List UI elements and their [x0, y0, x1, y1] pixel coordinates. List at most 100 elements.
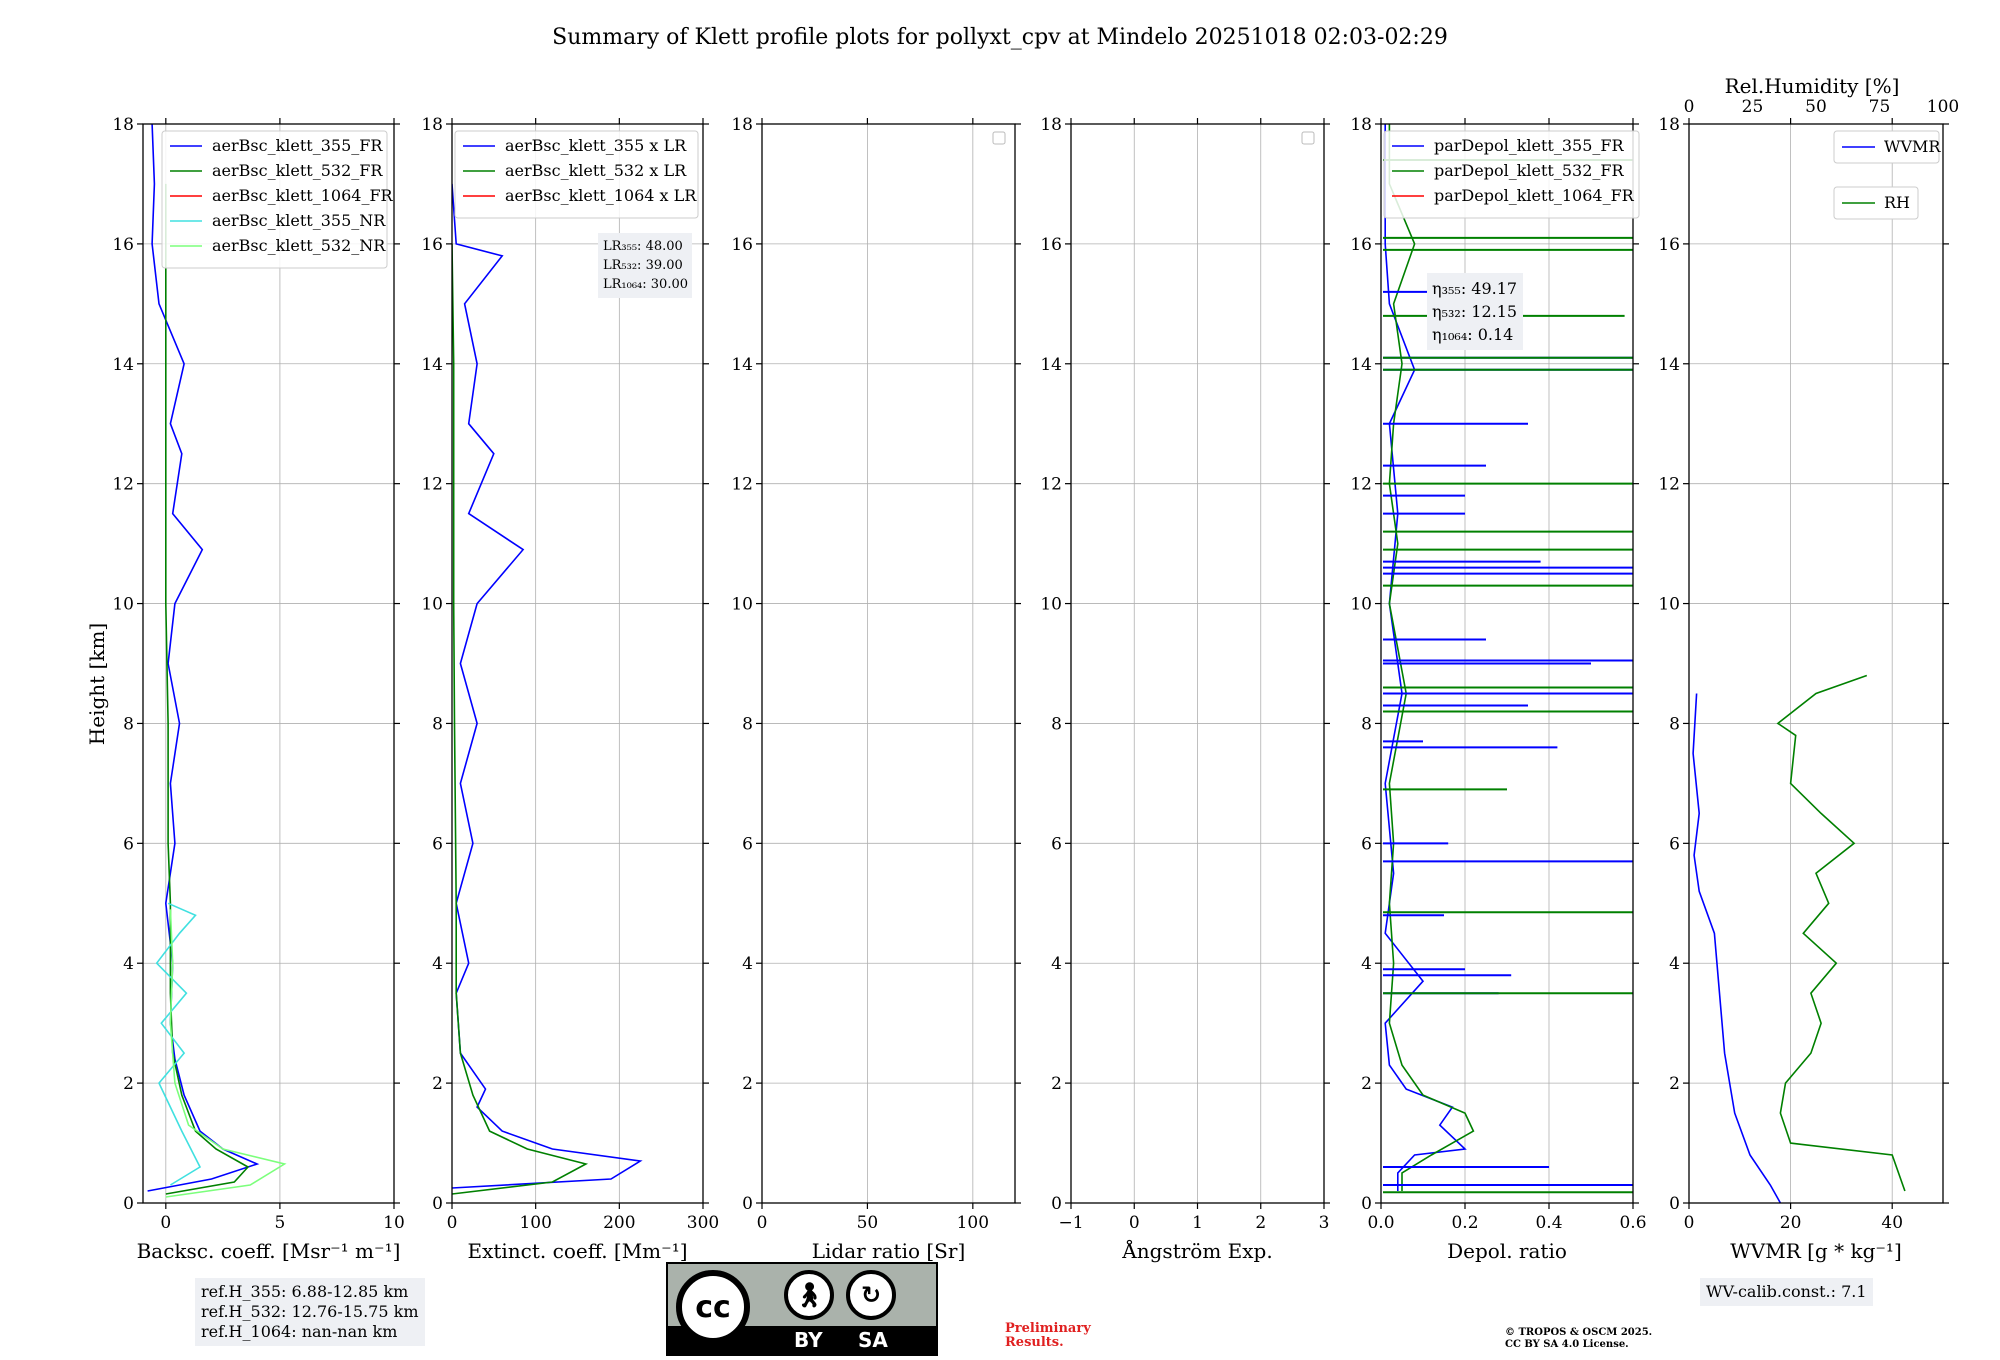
x-axis-label: Ångström Exp. [1121, 1238, 1272, 1263]
y-tick-label: 0 [1361, 1194, 1372, 1214]
y-tick-label: 16 [1350, 235, 1372, 255]
x-tick-label: 0 [1684, 1213, 1695, 1233]
axes-frame [1070, 123, 1325, 1204]
empty-legend-box [992, 131, 1006, 145]
y-tick-label: 14 [421, 355, 443, 375]
y-tick-label: 12 [1040, 475, 1062, 495]
y-tick-label: 8 [123, 714, 134, 734]
annotation-text: η₁₀₆₄: 0.14 [1432, 325, 1513, 344]
cc-license-badge: cc 🚶︎ ↻ BY SA [666, 1262, 938, 1356]
rh-top-axis-label: Rel.Humidity [%] [1725, 74, 1900, 98]
y-tick-label: 4 [1669, 954, 1680, 974]
by-person-icon: 🚶︎ [784, 1270, 834, 1320]
x-tick-label: 200 [603, 1213, 635, 1233]
y-tick-label: 10 [1040, 595, 1062, 615]
y-tick-label: 10 [1350, 595, 1372, 615]
legend-label: aerBsc_klett_532_NR [212, 236, 386, 255]
y-tick-label: 18 [1658, 115, 1680, 135]
copyright-line-2: CC BY SA 4.0 License. [1505, 1339, 1629, 1350]
axes-frame [451, 123, 704, 1204]
x-tick-label: 0 [160, 1213, 171, 1233]
series-line-WVMR [1692, 693, 1782, 1203]
y-tick-label: 8 [1361, 714, 1372, 734]
legend-label: aerBsc_klett_355_NR [212, 211, 386, 230]
series-line-aerBsc_klett_532 x LR [452, 243, 589, 1195]
wv-calib-const: WV-calib.const.: 7.1 [1706, 1282, 1867, 1301]
y-tick-label: 16 [112, 235, 134, 255]
y-tick-label: 6 [123, 834, 134, 854]
annotation-text: LR₁₀₆₄: 30.00 [603, 277, 688, 292]
annotation-text: η₃₅₅: 49.17 [1432, 279, 1517, 298]
y-tick-label: 10 [731, 595, 753, 615]
y-axis-label: Height [km] [85, 623, 109, 745]
annotation-box [1427, 273, 1523, 350]
preliminary-line-1: Preliminary [1005, 1321, 1091, 1336]
x-tick-label: 40 [1881, 1213, 1903, 1233]
y-tick-label: 10 [421, 595, 443, 615]
y-tick-label: 16 [421, 235, 443, 255]
y-tick-label: 14 [112, 355, 134, 375]
legend-box [161, 130, 388, 269]
copyright-line-1: © TROPOS & OSCM 2025. [1505, 1327, 1653, 1338]
y-tick-label: 0 [1669, 1194, 1680, 1214]
figure-title: Summary of Klett profile plots for polly… [552, 25, 1448, 50]
sa-share-icon: ↻ [846, 1270, 896, 1320]
series-line-aerBsc_klett_355_FR [147, 124, 260, 1192]
y-tick-label: 14 [1350, 355, 1372, 375]
x-tick-label: 100 [519, 1213, 551, 1233]
y-tick-label: 0 [742, 1194, 753, 1214]
x-tick-label: 0.2 [1451, 1213, 1478, 1233]
legend-box [1383, 130, 1640, 219]
y-tick-label: 14 [1040, 355, 1062, 375]
y-tick-label: 16 [1040, 235, 1062, 255]
x-tick-label: 0.0 [1367, 1213, 1394, 1233]
legend-label: RH [1884, 193, 1910, 212]
y-tick-label: 14 [1658, 355, 1680, 375]
x-tick-label: 0.6 [1619, 1213, 1646, 1233]
y-tick-label: 2 [742, 1074, 753, 1094]
y-tick-label: 4 [742, 954, 753, 974]
y-tick-label: 2 [123, 1074, 134, 1094]
annotation-text: LR₅₃₂: 39.00 [603, 258, 683, 273]
y-tick-label: 2 [1361, 1074, 1372, 1094]
x-tick-label: 0 [757, 1213, 768, 1233]
y-tick-label: 4 [1361, 954, 1372, 974]
series-line-aerBsc_klett_532_FR [165, 183, 250, 1195]
y-tick-label: 6 [432, 834, 443, 854]
y-tick-label: 12 [1350, 475, 1372, 495]
series-line-aerBsc_klett_532_NR [165, 909, 287, 1198]
preliminary-line-2: Results. [1005, 1335, 1064, 1350]
top-tick-label: 0 [1684, 97, 1695, 117]
wv-calibration-box: WV-calib.const.: 7.1 [1700, 1278, 1873, 1306]
copyright-note: © TROPOS & OSCM 2025. CC BY SA 4.0 Licen… [1505, 1327, 1652, 1351]
panel-bsc: 0 2 4 6 8 10 12 14 16 18 0 5 10 Backsc. coeff. [Msr⁻¹… [112, 115, 404, 1263]
top-tick-label: 25 [1742, 97, 1764, 117]
annotation-text: LR₃₅₅: 48.00 [603, 239, 683, 254]
y-tick-label: 18 [1350, 115, 1372, 135]
y-tick-label: 4 [1051, 954, 1062, 974]
x-tick-label: 0.4 [1535, 1213, 1562, 1233]
legend-label: parDepol_klett_1064_FR [1434, 186, 1635, 205]
y-tick-label: 0 [432, 1194, 443, 1214]
series-line-aerBsc_klett_355_NR [155, 902, 202, 1186]
top-tick-label: 50 [1805, 97, 1827, 117]
x-tick-label: 0 [447, 1213, 458, 1233]
y-tick-label: 2 [432, 1074, 443, 1094]
x-axis-label: Backsc. coeff. [Msr⁻¹ m⁻¹] [137, 1239, 401, 1263]
legend-label: parDepol_klett_532_FR [1434, 161, 1625, 180]
y-tick-label: 14 [731, 355, 753, 375]
cc-logo-icon: cc [676, 1270, 750, 1344]
y-tick-label: 4 [432, 954, 443, 974]
legend-box [1833, 186, 1919, 220]
x-tick-label: 0 [1129, 1213, 1140, 1233]
x-axis-label: Extinct. coeff. [Mm⁻¹] [467, 1239, 687, 1263]
series-line-aerBsc_klett_355 x LR [452, 183, 643, 1189]
y-tick-label: 6 [1051, 834, 1062, 854]
y-tick-label: 10 [112, 595, 134, 615]
legend-box [1833, 130, 1940, 164]
legend-label: aerBsc_klett_355_FR [212, 136, 383, 155]
x-axis-label: WVMR [g * kg⁻¹] [1730, 1239, 1902, 1263]
